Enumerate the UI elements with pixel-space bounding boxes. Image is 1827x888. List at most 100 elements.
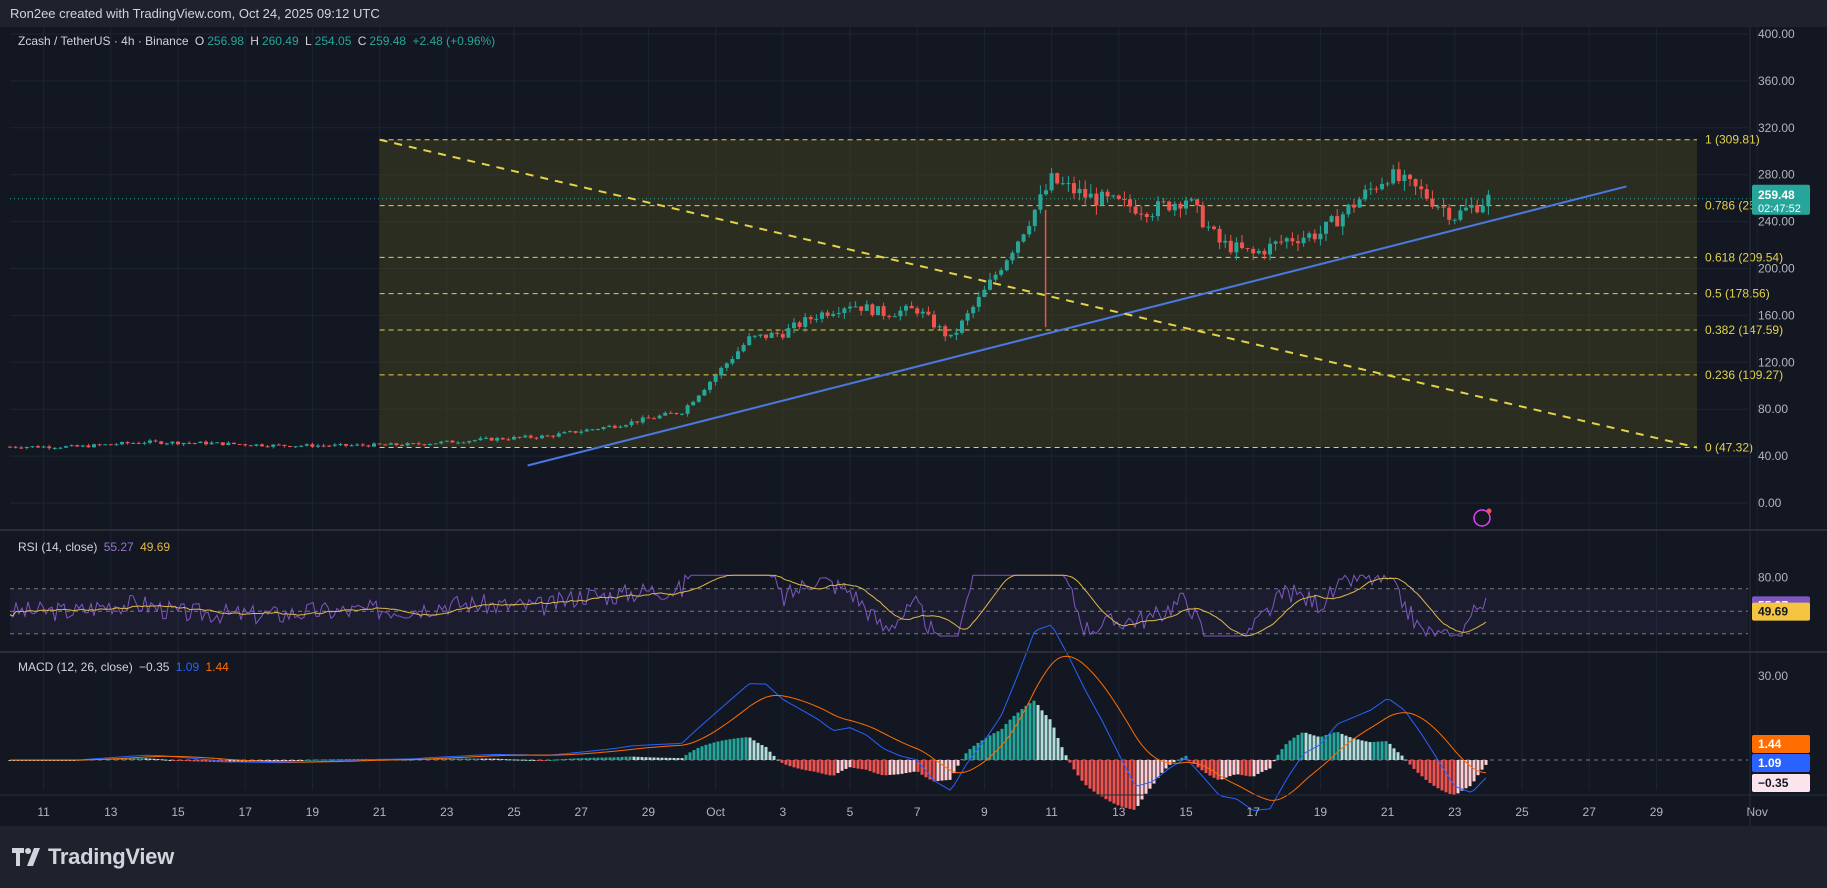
macd-histogram-bar	[1152, 760, 1156, 784]
candle-body	[769, 332, 774, 338]
candle-body	[1055, 173, 1060, 184]
macd-histogram-bar	[972, 745, 976, 760]
rsi-value: 55.27	[103, 540, 134, 554]
candle-body	[19, 447, 24, 449]
macd-histogram-bar	[584, 757, 588, 760]
macd-histogram-bar	[772, 755, 776, 760]
candle-body	[579, 431, 584, 433]
macd-histogram-bar	[468, 758, 472, 760]
macd-histogram-bar	[1264, 760, 1268, 771]
tradingview-logo[interactable]: TradingView	[12, 844, 174, 870]
macd-histogram-bar	[892, 760, 896, 775]
candle-body	[411, 443, 416, 445]
macd-histogram-bar	[956, 760, 960, 766]
macd-histogram-bar	[744, 737, 748, 760]
macd-histogram-bar	[484, 758, 488, 760]
macd-histogram-bar	[1100, 760, 1104, 797]
macd-histogram-bar	[548, 759, 552, 761]
macd-histogram-bar	[1220, 760, 1224, 780]
candle-body	[691, 401, 696, 406]
candle-body	[573, 431, 578, 433]
macd-histogram-bar	[440, 758, 444, 760]
candle-body	[1184, 200, 1188, 209]
x-tick-label: 27	[575, 805, 589, 819]
macd-histogram-bar	[288, 760, 292, 761]
macd-histogram-bar	[676, 758, 680, 760]
candle-body	[808, 317, 813, 320]
macd-signal-value: 1.44	[205, 660, 229, 674]
candle-body	[1251, 248, 1256, 254]
candle-body	[472, 440, 477, 442]
candle-body	[1004, 260, 1009, 271]
candle-body	[1458, 210, 1463, 220]
macd-histogram-bar	[1108, 760, 1112, 802]
macd-histogram-bar	[1472, 760, 1476, 782]
candle-body	[248, 445, 253, 447]
macd-histogram-bar	[340, 759, 344, 761]
candle-body	[663, 412, 668, 416]
macd-histogram-bar	[1480, 760, 1484, 770]
macd-signal-badge-bg	[1752, 734, 1810, 753]
macd-histogram-bar	[328, 759, 332, 761]
candle-body	[444, 440, 449, 442]
alert-icon[interactable]	[1473, 509, 1491, 527]
candle-body	[1223, 240, 1228, 243]
macd-histogram-bar	[920, 760, 924, 775]
macd-histogram-bar	[1032, 700, 1036, 760]
macd-histogram-bar	[1332, 732, 1336, 760]
x-tick-label: 3	[779, 805, 786, 819]
candle-body	[629, 421, 634, 426]
x-tick-label: Nov	[1747, 805, 1768, 819]
macd-histogram-bar	[1012, 715, 1016, 760]
candle-body	[52, 447, 57, 449]
macd-histogram-bar	[352, 759, 356, 761]
macd-histogram-bar	[1280, 749, 1284, 760]
macd-histogram-bar	[528, 759, 532, 761]
candle-body	[1122, 198, 1127, 200]
candle-body	[1452, 219, 1457, 221]
macd-histogram-bar	[864, 760, 868, 770]
candle-body	[372, 443, 376, 447]
candle-body	[1094, 193, 1099, 206]
candle-body	[1486, 194, 1491, 206]
candle-body	[696, 395, 701, 402]
macd-histogram-bar	[1004, 723, 1008, 760]
macd-histogram-bar	[740, 737, 744, 760]
macd-histogram-bar	[1456, 760, 1460, 794]
macd-histogram-bar	[452, 758, 456, 760]
candle-body	[708, 381, 712, 390]
candle-body	[1139, 213, 1144, 215]
macd-histogram-bar	[872, 760, 876, 773]
macd-histogram-bar	[496, 758, 500, 760]
macd-histogram-bar	[276, 760, 280, 761]
candle-body	[400, 445, 404, 447]
macd-histogram-bar	[1476, 760, 1480, 776]
price-chart[interactable]: 1 (309.81)0.786 (253.63)0.618 (209.54)0.…	[0, 0, 1827, 826]
candle-body	[1469, 205, 1474, 208]
macd-histogram-bar	[1384, 741, 1388, 760]
x-tick-label: 29	[642, 805, 656, 819]
candle-body	[982, 289, 987, 297]
candle-body	[948, 334, 953, 337]
macd-histogram-bar	[1120, 760, 1124, 807]
candle-body	[601, 427, 606, 430]
macd-histogram-bar	[152, 758, 156, 760]
candle-body	[433, 443, 438, 445]
macd-histogram-bar	[944, 760, 948, 781]
x-tick-label: 29	[1650, 805, 1664, 819]
macd-histogram-bar	[1428, 760, 1432, 784]
candle-body	[724, 363, 729, 368]
candle-body	[450, 440, 455, 443]
candle-body	[316, 445, 320, 447]
macd-histogram-bar	[1304, 732, 1308, 760]
candle-body	[1279, 241, 1284, 243]
macd-histogram-bar	[1164, 760, 1168, 769]
macd-histogram-bar	[1116, 760, 1120, 806]
candle-body	[1027, 226, 1032, 235]
candle-body	[988, 279, 992, 290]
macd-histogram-bar	[1224, 760, 1228, 778]
macd-histogram-bar	[580, 758, 584, 760]
candle-body	[937, 326, 942, 328]
tradingview-icon	[12, 848, 40, 866]
candle-body	[859, 306, 864, 311]
